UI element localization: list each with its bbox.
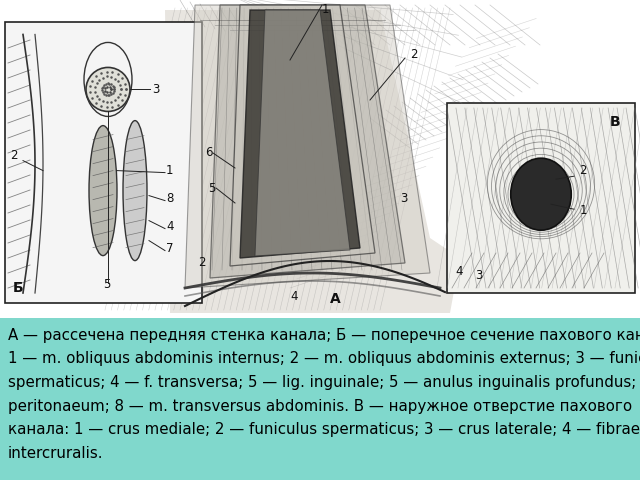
Text: 7: 7 (166, 242, 173, 255)
Text: peritonaeum; 8 — m. transversus abdominis. В — наружное отверстие пахового: peritonaeum; 8 — m. transversus abdomini… (8, 398, 632, 413)
Text: 5: 5 (103, 278, 110, 291)
Bar (0, 0, 640, 318)
Text: 1: 1 (579, 204, 587, 217)
Bar (0, 318, 640, 480)
Text: 2: 2 (198, 256, 205, 269)
Ellipse shape (86, 67, 130, 111)
Text: 1: 1 (322, 3, 330, 16)
Polygon shape (165, 10, 460, 313)
Text: 1 — m. obliquus abdominis internus; 2 — m. obliquus abdominis externus; 3 — funi: 1 — m. obliquus abdominis internus; 2 — … (8, 351, 640, 367)
Text: В: В (609, 115, 620, 129)
Ellipse shape (123, 120, 147, 261)
Text: 4: 4 (455, 265, 463, 278)
Polygon shape (210, 5, 405, 278)
Polygon shape (230, 5, 375, 266)
Text: 6: 6 (205, 146, 212, 159)
Text: 1: 1 (166, 164, 173, 177)
Text: Б: Б (13, 281, 24, 295)
Text: канала: 1 — crus mediale; 2 — funiculus spermaticus; 3 — crus laterale; 4 — fibr: канала: 1 — crus mediale; 2 — funiculus … (8, 422, 640, 437)
Text: 3: 3 (400, 192, 408, 204)
Text: spermaticus; 4 — f. transversa; 5 — lig. inguinale; 5 — anulus inguinalis profun: spermaticus; 4 — f. transversa; 5 — lig.… (8, 375, 640, 390)
Text: 2: 2 (579, 164, 587, 177)
Polygon shape (240, 10, 360, 258)
Text: 3: 3 (475, 269, 483, 282)
Ellipse shape (511, 158, 572, 230)
Text: А: А (330, 292, 340, 306)
Text: А — рассечена передняя стенка канала; Б — поперечное сечение пахового канала;: А — рассечена передняя стенка канала; Б … (8, 328, 640, 343)
Polygon shape (185, 5, 430, 288)
Text: 4: 4 (166, 220, 173, 233)
Text: intercruralis.: intercruralis. (8, 445, 104, 460)
Polygon shape (255, 10, 350, 256)
Bar (447, 103, 635, 293)
Text: 8: 8 (166, 192, 173, 205)
Bar (5, 22, 202, 303)
Text: 4: 4 (290, 290, 298, 303)
Ellipse shape (89, 126, 117, 255)
Text: 2: 2 (410, 48, 417, 61)
Text: 5: 5 (208, 181, 216, 194)
Text: 3: 3 (152, 83, 159, 96)
Text: 2: 2 (10, 149, 17, 162)
